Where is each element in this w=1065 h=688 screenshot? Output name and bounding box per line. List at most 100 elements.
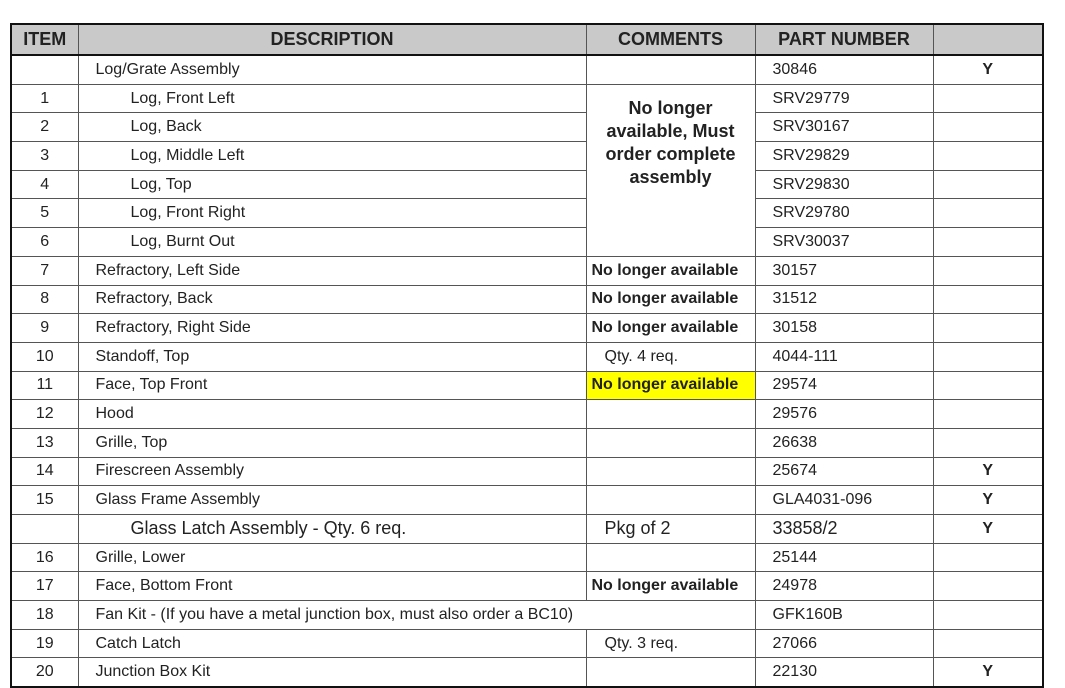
comment-cell: No longer available — [585, 571, 756, 602]
flag-cell — [932, 341, 1044, 372]
part-number-cell: SRV29779 — [754, 83, 934, 114]
flag-cell — [932, 255, 1044, 286]
part-number-cell: SRV30037 — [754, 227, 934, 257]
table-row: 7 Refractory, Left Side No longer availabl… — [10, 255, 1044, 286]
header-row: ITEM DESCRIPTION COMMENTS PART NUMBER — [10, 23, 1044, 56]
table-row: 3 Log, Middle Left SRV29829 — [10, 141, 1044, 171]
item-cell: 2 — [10, 112, 79, 143]
description-cell: Log, Front Left — [77, 83, 587, 114]
description-cell: Log/Grate Assembly — [77, 54, 587, 85]
table-row: 9 Refractory, Right Side No longer availab… — [10, 313, 1044, 343]
header-cell — [932, 23, 1044, 56]
flag-cell: Y — [932, 456, 1044, 487]
header-cell: COMMENTS — [585, 23, 756, 56]
table-row: 6 Log, Burnt Out SRV30037 — [10, 227, 1044, 257]
table-row: 13 Grille, Top 26638 — [10, 427, 1044, 458]
table-row: 15 Glass Frame Assembly GLA4031-096 Y — [10, 485, 1044, 515]
description-cell: Hood — [77, 399, 587, 429]
table-row: 19 Catch Latch Qty. 3 req. 27066 — [10, 628, 1044, 659]
flag-cell — [932, 112, 1044, 143]
part-number-cell: SRV30167 — [754, 112, 934, 143]
comment-cell: No longer available — [585, 284, 756, 315]
table-row: 18 Fan Kit - (If you have a metal junctio… — [10, 600, 1044, 630]
description-cell: Log, Top — [77, 169, 587, 200]
description-cell: Log, Burnt Out — [77, 227, 587, 257]
comment-cell: No longer available — [585, 313, 756, 343]
part-number-cell: 30846 — [754, 54, 934, 85]
flag-cell — [932, 198, 1044, 229]
flag-cell — [932, 370, 1044, 401]
flag-cell — [932, 571, 1044, 602]
part-number-cell: SRV29829 — [754, 141, 934, 171]
comment-cell: Pkg of 2 — [585, 514, 756, 544]
comment-cell — [585, 456, 756, 487]
description-cell: Log, Back — [77, 112, 587, 143]
table-row: 12 Hood 29576 — [10, 399, 1044, 429]
flag-cell: Y — [932, 485, 1044, 515]
flag-cell — [932, 427, 1044, 458]
item-cell — [10, 54, 79, 85]
flag-cell — [932, 227, 1044, 257]
part-number-cell: 30158 — [754, 313, 934, 343]
description-cell: Face, Bottom Front — [77, 571, 587, 602]
table-row: 8 Refractory, Back No longer available 3151… — [10, 284, 1044, 315]
part-number-cell: SRV29780 — [754, 198, 934, 229]
description-cell: Refractory, Back — [77, 284, 587, 315]
item-cell: 19 — [10, 628, 79, 659]
item-cell: 10 — [10, 341, 79, 372]
comment-cell — [585, 542, 756, 573]
part-number-cell: 29576 — [754, 399, 934, 429]
table-row: 11 Face, Top Front No longer available 2957… — [10, 370, 1044, 401]
part-number-cell: 24978 — [754, 571, 934, 602]
flag-cell — [932, 83, 1044, 114]
part-number-cell: 30157 — [754, 255, 934, 286]
description-cell: Firescreen Assembly — [77, 456, 587, 487]
table-body: Log/Grate Assembly 30846 Y 1 Log, Front Left… — [10, 54, 1044, 688]
item-cell: 17 — [10, 571, 79, 602]
table-row: 1 Log, Front Left No longer available, Mus… — [10, 83, 1044, 257]
description-cell: Log, Middle Left — [77, 141, 587, 171]
description-cell: Catch Latch — [77, 628, 587, 659]
description-cell: Junction Box Kit — [77, 657, 587, 688]
part-number-cell: 25144 — [754, 542, 934, 573]
comment-cell — [585, 427, 756, 458]
table-row: 2 Log, Back SRV30167 — [10, 112, 1044, 143]
item-cell: 18 — [10, 600, 79, 630]
comment-cell: No longer available — [585, 255, 756, 286]
flag-cell — [932, 628, 1044, 659]
flag-cell — [932, 169, 1044, 200]
part-number-cell: 31512 — [754, 284, 934, 315]
part-number-cell: 22130 — [754, 657, 934, 688]
table-row: 5 Log, Front Right SRV29780 — [10, 198, 1044, 229]
description-cell: Grille, Lower — [77, 542, 587, 573]
part-number-cell: SRV29830 — [754, 169, 934, 200]
comment-cell — [585, 657, 756, 688]
item-cell: 11 — [10, 370, 79, 401]
item-cell: 16 — [10, 542, 79, 573]
item-cell: 15 — [10, 485, 79, 515]
comment-cell — [585, 485, 756, 515]
comment-cell — [585, 54, 756, 85]
flag-cell — [932, 600, 1044, 630]
item-cell — [10, 514, 79, 544]
description-cell: Refractory, Right Side — [77, 313, 587, 343]
description-cell: Face, Top Front — [77, 370, 587, 401]
table-row: 16 Grille, Lower 25144 — [10, 542, 1044, 573]
part-number-cell: 33858/2 — [754, 514, 934, 544]
header-cell: DESCRIPTION — [77, 23, 587, 56]
table-row: 10 Standoff, Top Qty. 4 req. 4044-111 — [10, 341, 1044, 372]
flag-cell — [932, 313, 1044, 343]
table-row: 14 Firescreen Assembly 25674 Y — [10, 456, 1044, 487]
parts-table-wrap: ITEM DESCRIPTION COMMENTS PART NUMBER Log/G… — [10, 23, 1044, 688]
item-cell: 12 — [10, 399, 79, 429]
flag-cell — [932, 399, 1044, 429]
part-number-cell: 26638 — [754, 427, 934, 458]
item-cell: 3 — [10, 141, 79, 171]
item-cell: 20 — [10, 657, 79, 688]
part-number-cell: 29574 — [754, 370, 934, 401]
comment-cell: Qty. 4 req. — [585, 341, 756, 372]
comment-cell — [585, 399, 756, 429]
table-row: 4 Log, Top SRV29830 — [10, 169, 1044, 200]
part-number-cell: GFK160B — [754, 600, 934, 630]
